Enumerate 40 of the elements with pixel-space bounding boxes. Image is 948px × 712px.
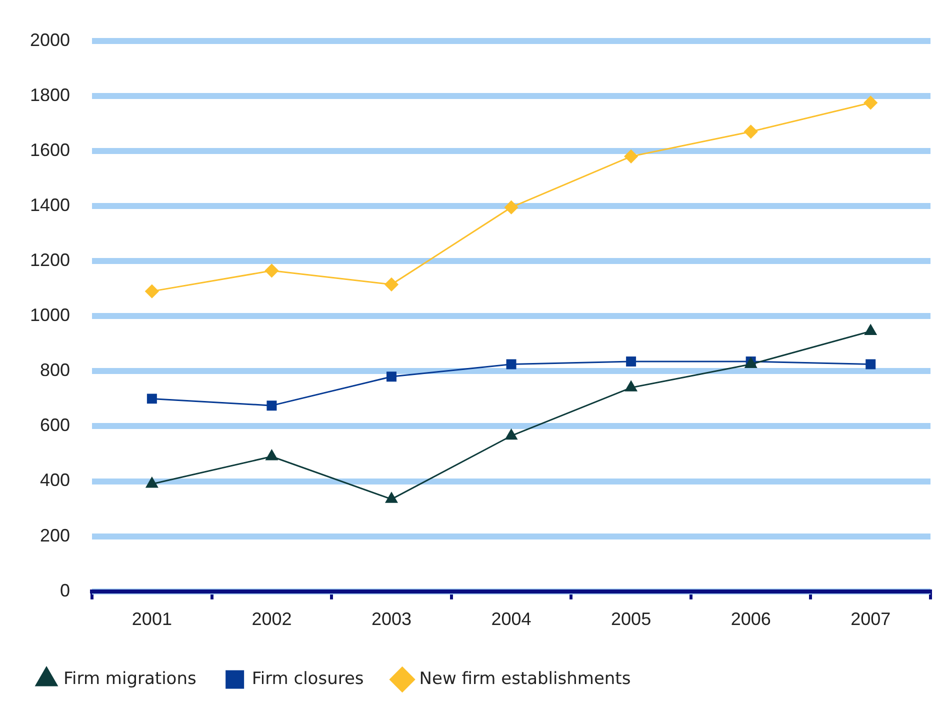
point — [625, 380, 637, 392]
point — [506, 359, 516, 370]
point — [866, 359, 876, 370]
point — [504, 200, 518, 214]
x-tick-label: 2004 — [491, 609, 532, 630]
x-tick-label: 2003 — [371, 609, 412, 630]
y-tick-label: 1800 — [30, 84, 70, 105]
y-tick-label: 600 — [40, 415, 70, 436]
point — [386, 492, 398, 503]
point — [146, 477, 158, 488]
point — [266, 450, 278, 460]
legend-label: Firm closures — [252, 668, 364, 689]
point — [626, 356, 636, 367]
point — [624, 150, 638, 164]
y-tick-label: 2000 — [30, 30, 70, 50]
point — [744, 124, 758, 138]
point — [864, 96, 878, 110]
point — [264, 264, 278, 278]
point — [266, 400, 277, 411]
x-tick-label: 2002 — [252, 609, 292, 630]
y-tick-label: 1400 — [30, 194, 70, 215]
point — [146, 394, 157, 404]
x-tick-label: 2001 — [132, 609, 172, 630]
point — [386, 372, 396, 382]
y-tick-label: 1200 — [30, 250, 70, 270]
point — [505, 429, 518, 440]
y-tick-label: 400 — [40, 470, 70, 490]
point — [864, 324, 877, 335]
legend-label: Firm migrations — [64, 668, 196, 689]
y-tick-label: 1000 — [30, 305, 70, 326]
y-tick-label: 200 — [40, 525, 70, 546]
x-tick-label: 2006 — [730, 609, 771, 630]
point — [384, 278, 398, 292]
y-tick-label: 1600 — [30, 140, 70, 160]
legend-label: New firm establishments — [419, 668, 631, 689]
x-tick-label: 2007 — [850, 609, 891, 630]
y-tick-label: 800 — [40, 360, 70, 380]
point — [145, 284, 159, 298]
x-tick-label: 2005 — [611, 609, 652, 630]
y-tick-label: 0 — [60, 580, 70, 600]
